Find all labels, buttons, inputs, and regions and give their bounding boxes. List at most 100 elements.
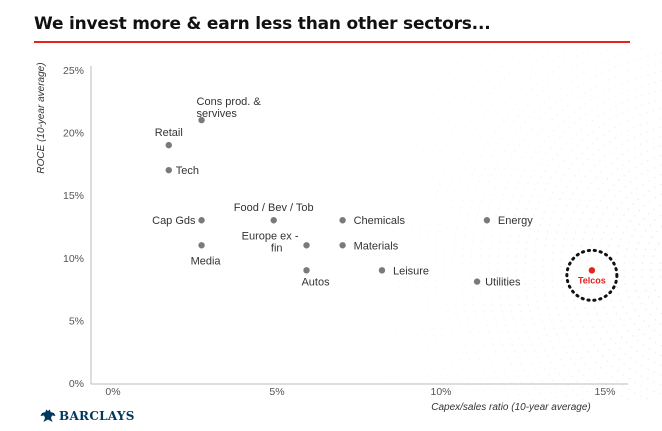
pattern-dot [634, 156, 636, 159]
pattern-dot [525, 207, 528, 210]
pattern-dot [596, 272, 598, 275]
pattern-dot [582, 326, 585, 329]
pattern-dot [432, 387, 435, 390]
pattern-dot [438, 354, 441, 357]
pattern-dot [509, 234, 511, 237]
pattern-dot [648, 348, 650, 350]
pattern-dot [627, 70, 629, 73]
pattern-dot [627, 388, 630, 391]
pattern-dot [595, 206, 598, 208]
pattern-dot [467, 324, 470, 327]
pattern-dot [452, 283, 455, 285]
pattern-dot [533, 368, 536, 371]
pattern-dot [582, 163, 585, 166]
pattern-dot [524, 387, 527, 390]
pattern-dot [390, 189, 392, 192]
pattern-dot [466, 317, 468, 320]
pattern-dot [478, 51, 480, 54]
pattern-dot [565, 83, 567, 86]
pattern-dot [376, 210, 379, 212]
pattern-dot [559, 198, 561, 200]
pattern-dot [529, 54, 532, 56]
pattern-dot [551, 118, 553, 121]
pattern-dot [558, 77, 561, 79]
point-telcos [588, 267, 596, 274]
pattern-dot [526, 241, 528, 244]
pattern-dot [640, 85, 643, 87]
pattern-dot [540, 343, 543, 345]
pattern-dot [457, 60, 460, 63]
brand-name: BARCLAYS [59, 409, 135, 423]
y-tick-label: 25% [63, 65, 84, 77]
pattern-dot [577, 224, 579, 227]
pattern-dot [546, 307, 549, 309]
pattern-dot [503, 77, 506, 79]
pattern-dot [543, 188, 546, 191]
pattern-dot [446, 348, 448, 350]
pattern-dot [472, 234, 475, 236]
point-label-autos: Autos [301, 276, 330, 288]
pattern-dot [609, 151, 612, 153]
pattern-dot [555, 102, 557, 105]
pattern-dot [414, 105, 417, 108]
pattern-dot [481, 297, 483, 299]
pattern-dot [641, 262, 644, 264]
pattern-dot [517, 241, 519, 243]
pattern-dot [489, 248, 491, 250]
pattern-dot [533, 169, 536, 172]
pattern-dot [659, 323, 662, 326]
pattern-dot [623, 363, 625, 366]
pattern-dot [627, 398, 629, 401]
pattern-dot [473, 390, 476, 392]
pattern-dot [470, 154, 472, 157]
pattern-dot [446, 227, 449, 229]
pattern-dot [498, 82, 501, 84]
pattern-dot [620, 123, 622, 125]
pattern-dot [641, 302, 643, 305]
pattern-dot [478, 207, 481, 209]
pattern-dot [580, 357, 582, 359]
pattern-dot [449, 157, 451, 160]
pattern-dot [389, 258, 392, 261]
pattern-dot [603, 393, 605, 396]
pattern-dot [379, 196, 382, 199]
pattern-dot [392, 183, 394, 185]
pattern-dot [585, 205, 588, 208]
pattern-dot [633, 255, 636, 257]
pattern-dot [607, 59, 610, 61]
pattern-dot [567, 154, 569, 156]
pattern-dot [373, 307, 376, 310]
pattern-dot [459, 180, 461, 182]
pattern-dot [471, 173, 473, 176]
pattern-dot [659, 333, 661, 336]
pattern-dot [473, 56, 475, 59]
pattern-dot [589, 170, 591, 172]
pattern-dot [648, 190, 650, 192]
pattern-dot [582, 193, 585, 195]
pattern-dot [619, 318, 621, 321]
pattern-dot [640, 57, 643, 59]
pattern-dot [524, 276, 526, 278]
pattern-dot [475, 127, 478, 129]
pattern-dot [624, 185, 626, 188]
pattern-dot [511, 138, 514, 140]
pattern-dot [490, 155, 492, 157]
pattern-dot [563, 300, 566, 303]
pattern-dot [628, 99, 630, 102]
pattern-dot [425, 196, 428, 199]
pattern-dot [640, 385, 642, 387]
pattern-dot [552, 251, 554, 254]
pattern-dot [580, 128, 583, 131]
pattern-dot [452, 113, 454, 116]
pattern-dot [573, 363, 576, 366]
pattern-dot [654, 248, 657, 251]
pattern-dot [545, 237, 547, 240]
pattern-dot [588, 48, 590, 51]
pattern-dot [621, 82, 623, 85]
point-energy [483, 217, 491, 224]
pattern-dot [386, 169, 389, 172]
pattern-dot [399, 237, 402, 240]
pattern-dot [554, 238, 557, 240]
pattern-dot [550, 176, 553, 179]
pattern-dot [420, 355, 422, 357]
